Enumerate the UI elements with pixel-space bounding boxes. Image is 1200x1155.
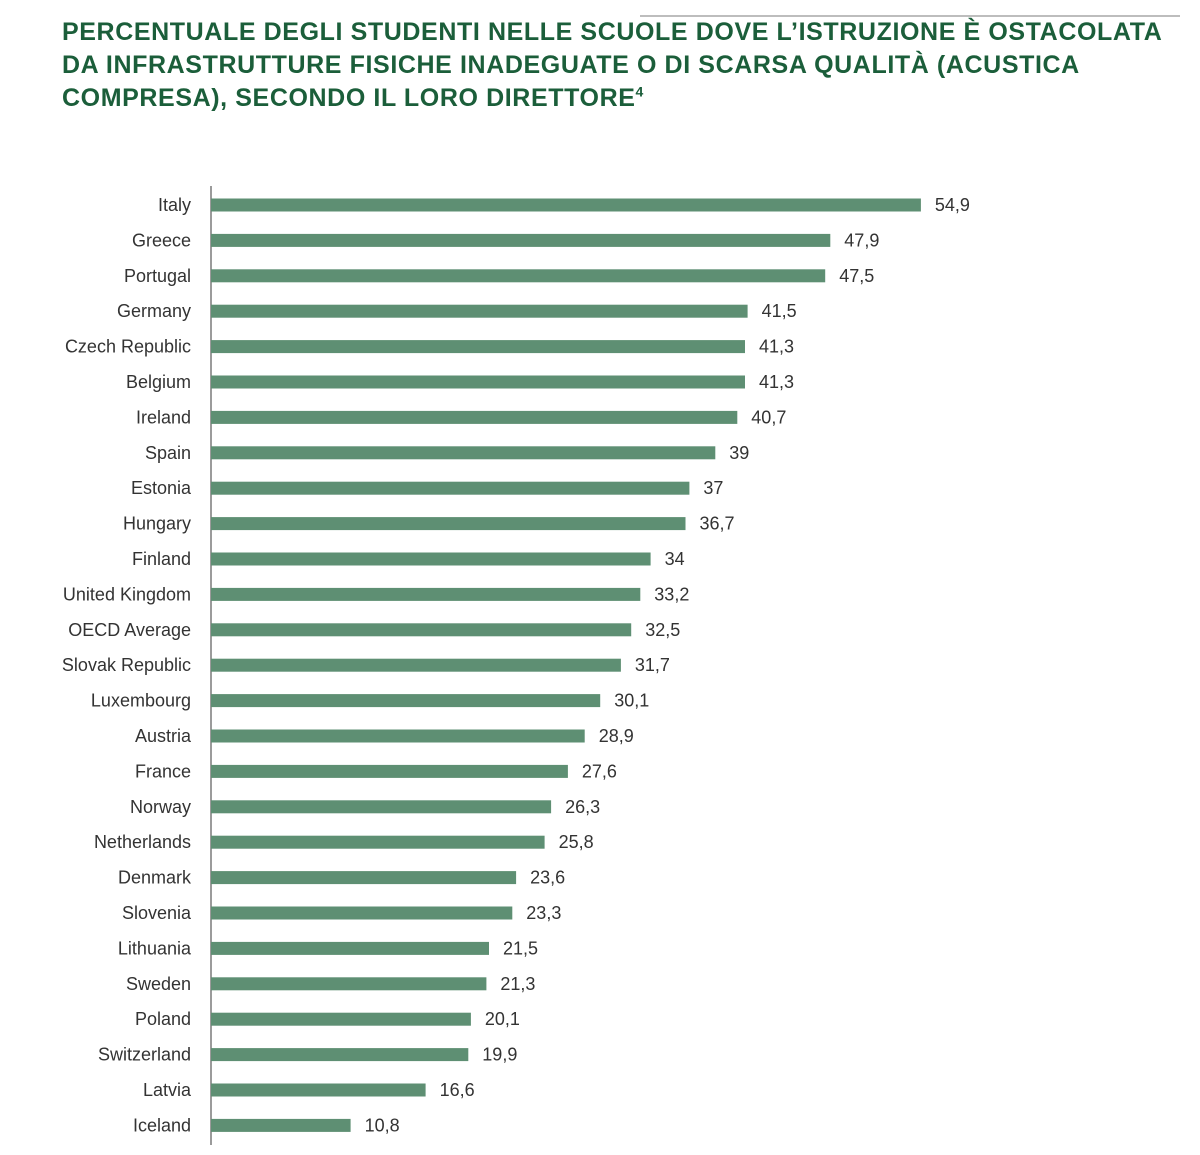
bar — [211, 340, 745, 354]
category-label: Italy — [158, 195, 191, 215]
category-label: Hungary — [123, 514, 191, 534]
value-label: 41,3 — [759, 372, 794, 392]
bar — [211, 906, 513, 920]
category-label: France — [135, 761, 191, 781]
value-label: 16,6 — [440, 1080, 475, 1100]
bar — [211, 410, 738, 424]
category-label: Norway — [130, 797, 191, 817]
category-label: OECD Average — [68, 620, 191, 640]
category-label: Luxembourg — [91, 691, 191, 711]
bar — [211, 304, 748, 318]
bar — [211, 658, 621, 672]
bars-group — [211, 198, 921, 1132]
category-label: Finland — [132, 549, 191, 569]
category-label: Switzerland — [98, 1045, 191, 1065]
bar — [211, 1012, 471, 1026]
category-label: Slovenia — [122, 903, 192, 923]
category-label: Lithuania — [118, 938, 192, 958]
category-label: Latvia — [143, 1080, 192, 1100]
value-label: 37 — [703, 478, 723, 498]
category-labels-group: Italy Greece Portugal Germany Czech Republic… — [62, 195, 192, 1135]
value-label: 39 — [729, 443, 749, 463]
value-label: 41,3 — [759, 337, 794, 357]
category-label: Denmark — [118, 868, 192, 888]
bar — [211, 1083, 426, 1097]
category-label: Estonia — [131, 478, 192, 498]
value-label: 28,9 — [599, 726, 634, 746]
value-label: 10,8 — [365, 1115, 400, 1135]
chart-title: PERCENTUALE DEGLI STUDENTI NELLE SCUOLE … — [62, 16, 1172, 115]
bar — [211, 800, 552, 814]
category-label: Portugal — [124, 266, 191, 286]
bar — [211, 623, 632, 637]
category-label: Germany — [117, 301, 191, 321]
bar — [211, 375, 745, 389]
value-label: 19,9 — [482, 1045, 517, 1065]
value-label: 40,7 — [751, 407, 786, 427]
value-label: 54,9 — [935, 195, 970, 215]
value-label: 27,6 — [582, 761, 617, 781]
category-label: Spain — [145, 443, 191, 463]
value-label: 41,5 — [762, 301, 797, 321]
bar — [211, 871, 517, 885]
bar — [211, 198, 921, 212]
value-label: 32,5 — [645, 620, 680, 640]
bar — [211, 552, 651, 566]
bar — [211, 764, 568, 778]
bar — [211, 233, 831, 247]
value-labels-group: 54,9 47,9 47,5 41,5 41,3 41,3 40,739 37 36,7 34 33… — [365, 195, 970, 1135]
category-label: Slovak Republic — [62, 655, 191, 675]
value-label: 26,3 — [565, 797, 600, 817]
chart-title-text: PERCENTUALE DEGLI STUDENTI NELLE SCUOLE … — [62, 18, 1162, 112]
category-label: Belgium — [126, 372, 191, 392]
bar — [211, 1048, 469, 1062]
value-label: 21,5 — [503, 938, 538, 958]
title-footnote-marker: 4 — [635, 83, 644, 100]
value-label: 47,5 — [839, 266, 874, 286]
category-label: Ireland — [136, 407, 191, 427]
value-label: 23,3 — [526, 903, 561, 923]
value-label: 34 — [665, 549, 685, 569]
category-label: Greece — [132, 230, 191, 250]
category-label: Netherlands — [94, 832, 191, 852]
category-label: Austria — [135, 726, 192, 746]
bar — [211, 587, 641, 601]
category-label: Poland — [135, 1009, 191, 1029]
bar — [211, 977, 487, 991]
category-label: Czech Republic — [65, 337, 191, 357]
bar — [211, 517, 686, 531]
bar — [211, 446, 716, 460]
bar — [211, 941, 489, 955]
bar — [211, 694, 601, 708]
bar — [211, 269, 826, 283]
bar — [211, 481, 690, 495]
value-label: 36,7 — [700, 514, 735, 534]
value-label: 20,1 — [485, 1009, 520, 1029]
value-label: 47,9 — [844, 230, 879, 250]
value-label: 21,3 — [500, 974, 535, 994]
value-label: 25,8 — [559, 832, 594, 852]
header-rule — [640, 15, 1180, 17]
bar — [211, 835, 545, 849]
value-label: 33,2 — [654, 584, 689, 604]
category-label: Iceland — [133, 1115, 191, 1135]
category-label: Sweden — [126, 974, 191, 994]
value-label: 30,1 — [614, 691, 649, 711]
bar — [211, 729, 585, 743]
bar — [211, 1118, 351, 1132]
category-label: United Kingdom — [63, 584, 191, 604]
value-label: 23,6 — [530, 868, 565, 888]
value-label: 31,7 — [635, 655, 670, 675]
